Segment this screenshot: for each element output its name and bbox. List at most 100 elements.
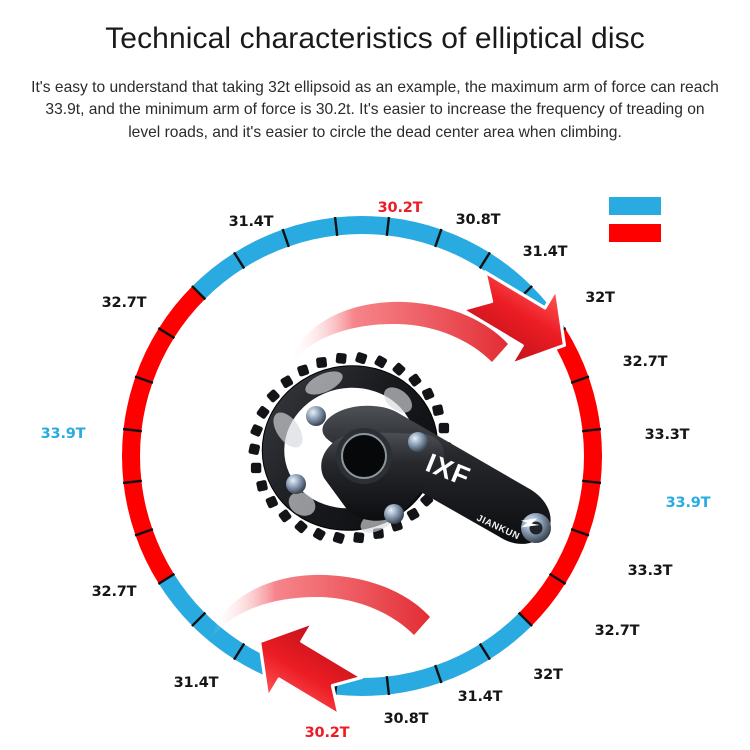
- header: Technical characteristics of elliptical …: [0, 0, 750, 144]
- chainring-tooth: [355, 352, 368, 365]
- ring-segment: [123, 480, 153, 536]
- tooth-count-label: 32.7T: [622, 354, 668, 370]
- tooth-count-label: 30.2T: [304, 725, 350, 741]
- ring-segment-divider: [191, 285, 207, 301]
- ring-segment: [282, 665, 338, 695]
- tooth-count-label: 32.7T: [91, 584, 137, 600]
- ring-segment-divider: [157, 327, 176, 340]
- ring-segment-divider: [122, 479, 143, 485]
- ring-segment: [435, 229, 490, 269]
- chainring-tooth: [250, 462, 262, 474]
- legend-item-blue: [608, 196, 666, 216]
- ring-segment: [335, 216, 389, 236]
- chainring-tooth: [250, 424, 263, 437]
- ring-segment-divider: [548, 572, 567, 585]
- legend-item-red: [608, 223, 666, 243]
- tooth-count-label: 33.9T: [40, 426, 86, 442]
- tooth-count-label: 33.3T: [644, 427, 690, 443]
- tooth-count-label: 30.8T: [455, 212, 501, 228]
- brand-swoosh-icon: [520, 518, 540, 528]
- chainring-tooth: [278, 509, 292, 523]
- chainring-tooth: [392, 362, 406, 376]
- ring-segment: [192, 252, 244, 300]
- ring-segment-divider: [517, 611, 533, 627]
- ring-segment: [282, 217, 338, 247]
- ring-segment: [135, 529, 175, 584]
- legend-swatch-blue: [608, 196, 662, 216]
- tooth-count-label: 33.9T: [665, 495, 711, 511]
- ring-segment-divider: [191, 611, 207, 627]
- chainring-tooth: [266, 389, 280, 403]
- chainring-tooth: [316, 357, 328, 369]
- ring-segment-divider: [434, 228, 443, 248]
- ring-segment-divider: [548, 327, 567, 340]
- ring-segment-divider: [122, 427, 143, 433]
- tooth-count-label: 32.7T: [594, 623, 640, 639]
- ring-segment: [386, 665, 442, 695]
- tooth-count-label: 32.7T: [101, 295, 147, 311]
- chainring-tooth: [256, 480, 268, 492]
- bottom-bracket-hole: [342, 434, 386, 478]
- ring-segment-divider: [333, 216, 339, 237]
- tooth-count-label: 30.8T: [383, 711, 429, 727]
- chainring-tooth: [280, 375, 294, 389]
- ring-segment-divider: [517, 285, 533, 301]
- tooth-count-label: 30.2T: [377, 200, 423, 216]
- tooth-count-label: 31.4T: [228, 214, 274, 230]
- crankset-svg: IXF JIANKUN: [248, 352, 551, 544]
- tooth-count-label: 32T: [585, 290, 615, 306]
- ring-segment: [435, 643, 490, 683]
- ring-segment: [518, 286, 566, 338]
- ring-segment: [123, 376, 153, 432]
- ring-segment-divider: [134, 375, 154, 384]
- ring-segment: [192, 612, 244, 660]
- legend-swatch-red: [608, 223, 662, 243]
- ring-segment: [122, 429, 142, 483]
- ring-segment: [234, 229, 289, 269]
- ring-segment-divider: [157, 572, 176, 585]
- chainring-tooth: [353, 532, 365, 544]
- ring-segment: [386, 217, 442, 247]
- chainring-tooth: [312, 527, 326, 541]
- tooth-count-label: 31.4T: [522, 244, 568, 260]
- chainring-tooth: [332, 531, 345, 544]
- page-title: Technical characteristics of elliptical …: [105, 22, 645, 55]
- chainring-tooth: [374, 355, 388, 369]
- chainring-bolts: [286, 406, 428, 524]
- chainring-tooth: [256, 406, 270, 419]
- chainring-tooth: [297, 364, 310, 377]
- chainring-tooth: [248, 443, 261, 455]
- ring-segment-divider: [281, 228, 290, 248]
- ring-segment-divider: [434, 664, 443, 684]
- ring-segment-divider: [478, 642, 491, 661]
- ring-segment: [335, 676, 389, 696]
- ring-segment-divider: [478, 251, 491, 270]
- chainring-tooth: [408, 373, 422, 387]
- page-description: It's easy to understand that taking 32t …: [31, 78, 719, 141]
- ring-segment-divider: [134, 528, 154, 537]
- ring-segment-divider: [333, 675, 339, 696]
- tooth-count-label: 33.3T: [627, 563, 673, 579]
- ring-segment-divider: [233, 642, 246, 661]
- ring-segment-divider: [385, 216, 391, 237]
- ring-segment-divider: [385, 675, 391, 696]
- ring-segment: [480, 612, 532, 660]
- tooth-count-label: 31.4T: [173, 675, 219, 691]
- ring-segment: [518, 574, 566, 626]
- legend: [608, 196, 666, 250]
- chainring-tooth: [294, 520, 308, 534]
- ring-segment: [158, 574, 206, 626]
- ring-segment-divider: [233, 251, 246, 270]
- ring-segment: [135, 328, 175, 383]
- chainring-teeth: [248, 352, 452, 544]
- chainring-tooth: [406, 507, 420, 521]
- bottom-bracket-ring: [341, 433, 387, 479]
- chainring-tooth: [265, 495, 278, 509]
- tooth-count-label: 32T: [533, 667, 563, 683]
- tooth-count-label: 31.4T: [457, 689, 503, 705]
- ring-segment: [234, 643, 289, 683]
- chainring-tooth: [422, 387, 435, 401]
- ring-segment: [158, 286, 206, 338]
- chainring-tooth: [438, 422, 450, 434]
